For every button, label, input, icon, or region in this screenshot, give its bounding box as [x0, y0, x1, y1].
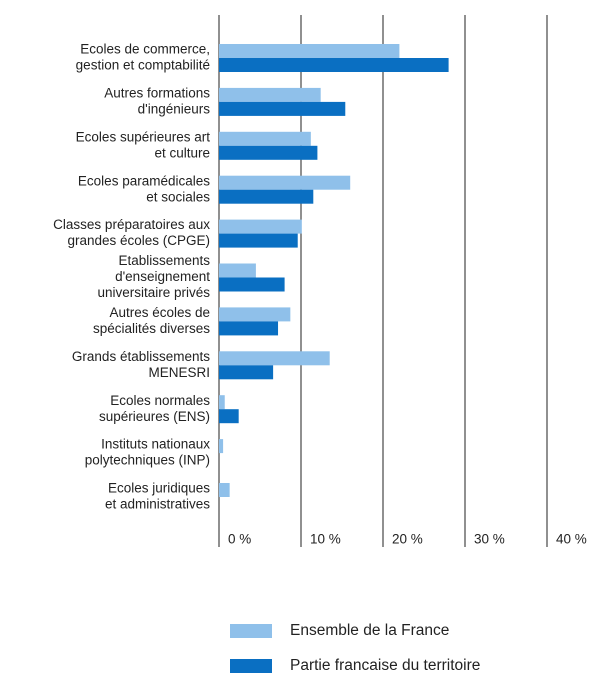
- y-tick-label: Ecoles supérieures art: [76, 129, 211, 144]
- y-tick-label: spécialités diverses: [93, 321, 210, 336]
- bar: [219, 365, 274, 380]
- bar: [219, 439, 224, 454]
- y-tick-label: Ecoles normales: [110, 393, 210, 408]
- bar: [219, 321, 279, 336]
- x-tick-label: 10 %: [310, 532, 341, 547]
- y-tick-label: Instituts nationaux: [101, 437, 210, 452]
- y-tick-label: Autres écoles de: [109, 305, 210, 320]
- bar: [219, 263, 256, 278]
- bar: [219, 307, 291, 322]
- y-tick-label: polytechniques (INP): [85, 453, 210, 468]
- legend-label: Ensemble de la France: [290, 622, 449, 639]
- y-tick-label: et administratives: [105, 497, 210, 512]
- x-tick-label: 30 %: [474, 532, 505, 547]
- bar: [219, 131, 311, 146]
- y-tick-label: Ecoles de commerce,: [80, 42, 210, 57]
- bar: [219, 233, 298, 248]
- bar: [219, 351, 330, 366]
- legend-swatch: [230, 659, 272, 673]
- y-tick-label: Autres formations: [104, 85, 210, 100]
- x-tick-label: 20 %: [392, 532, 423, 547]
- y-tick-label: d'ingénieurs: [138, 101, 211, 116]
- x-tick-label: 0 %: [228, 532, 251, 547]
- y-tick-label: Ecoles juridiques: [108, 481, 210, 496]
- y-tick-label: MENESRI: [148, 365, 210, 380]
- x-tick-label: 40 %: [556, 532, 587, 547]
- legend-swatch: [230, 624, 272, 638]
- bar: [219, 189, 314, 204]
- legend-label: Partie francaise du territoire: [290, 657, 480, 674]
- y-tick-label: et culture: [154, 145, 210, 160]
- bar: [219, 175, 351, 190]
- bar: [219, 219, 302, 234]
- bar: [219, 409, 239, 424]
- bar: [219, 483, 230, 497]
- y-tick-label: et sociales: [146, 189, 210, 204]
- bar: [219, 58, 449, 72]
- y-tick-label: d'enseignement: [115, 269, 210, 284]
- bar: [219, 395, 225, 410]
- bar: [219, 44, 400, 58]
- bar: [219, 145, 318, 160]
- bar: [219, 87, 321, 102]
- y-tick-label: Classes préparatoires aux: [53, 217, 210, 232]
- y-tick-label: Grands établissements: [72, 349, 210, 364]
- y-tick-label: grandes écoles (CPGE): [67, 233, 210, 248]
- bar: [219, 101, 346, 116]
- y-tick-label: universitaire privés: [97, 285, 210, 300]
- bar: [219, 277, 285, 292]
- y-tick-label: supérieures (ENS): [99, 409, 210, 424]
- y-tick-label: Ecoles paramédicales: [78, 173, 210, 188]
- y-tick-label: gestion et comptabilité: [76, 58, 210, 73]
- y-tick-label: Etablissements: [118, 253, 210, 268]
